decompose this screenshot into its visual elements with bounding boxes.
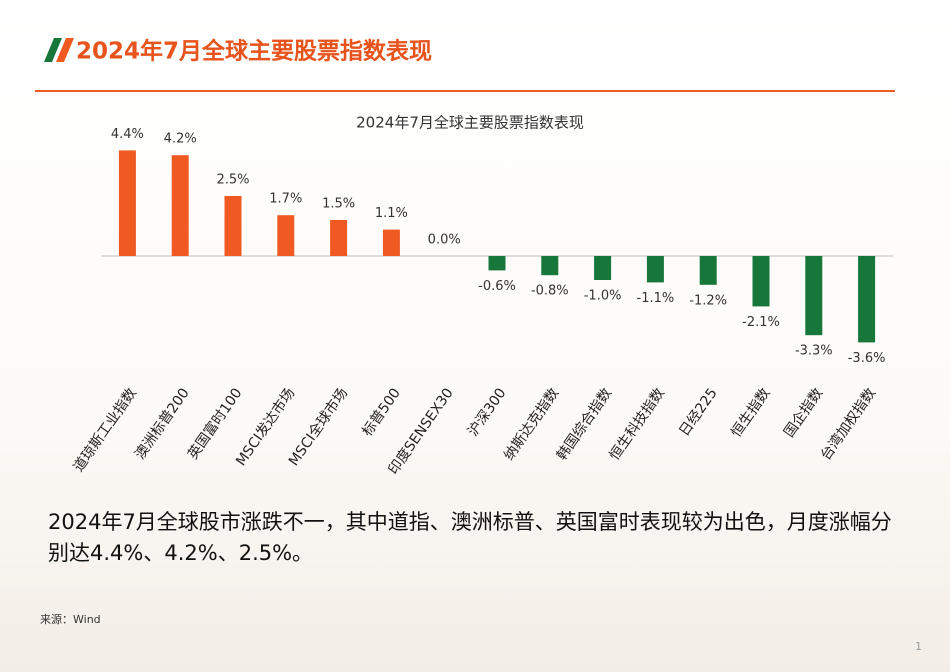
source: 来源：Wind [40, 613, 101, 626]
x-tick-label: 恒生科技指数 [607, 385, 668, 463]
data-label: -3.6% [848, 351, 886, 366]
data-label: -0.6% [478, 279, 516, 294]
x-tick-label: 日经225 [676, 385, 721, 439]
x-tick-label: 英国富时100 [184, 385, 245, 463]
data-label: 1.5% [322, 197, 355, 212]
bar [594, 256, 612, 280]
data-label: -1.2% [689, 293, 727, 308]
data-label: 0.0% [428, 233, 461, 248]
x-tick-label: 标普500 [359, 385, 404, 439]
x-tick-label: 韩国综合指数 [554, 385, 615, 463]
bar [118, 150, 136, 256]
x-tick-label: 道琼斯工业指数 [71, 385, 140, 474]
bar [805, 256, 823, 336]
x-tick-label: 国企指数 [780, 385, 826, 441]
x-tick-label: 纳斯达克指数 [501, 385, 562, 463]
bar [330, 220, 348, 256]
data-label: -1.0% [584, 289, 622, 304]
bar [752, 256, 770, 307]
data-label: 4.2% [164, 132, 197, 147]
header-mark [56, 38, 74, 62]
x-tick-label: 恒生指数 [728, 385, 773, 440]
data-label: -2.1% [742, 315, 780, 330]
header-mark [44, 38, 62, 62]
bar [171, 155, 189, 256]
header-title: 2024年7月全球主要股票指数表现 [76, 38, 432, 65]
bar [488, 256, 506, 271]
data-label: 1.7% [269, 192, 302, 207]
chart-title: 2024年7月全球主要股票指数表现 [356, 114, 584, 132]
summary: 2024年7月全球股市涨跌不一，其中道指、澳洲标普、英国富时表现较为出色，月度涨… [48, 510, 892, 565]
bar [858, 256, 876, 343]
data-label: -3.3% [795, 344, 833, 359]
bar [541, 256, 559, 276]
data-label: 1.1% [375, 206, 408, 221]
data-label: 2.5% [216, 173, 249, 188]
data-label: 4.4% [111, 127, 144, 142]
bar [224, 196, 242, 256]
page-number: 1 [915, 640, 922, 653]
x-tick-label: 台湾加权指数 [817, 385, 879, 464]
x-tick-label: 澳洲标普200 [132, 385, 193, 462]
bar [382, 229, 400, 256]
data-label: -1.1% [637, 291, 675, 306]
bar [699, 256, 717, 285]
x-tick-label: 沪深300 [465, 385, 510, 439]
data-label: -0.8% [531, 284, 569, 299]
bar [277, 215, 295, 256]
bar [646, 256, 664, 283]
